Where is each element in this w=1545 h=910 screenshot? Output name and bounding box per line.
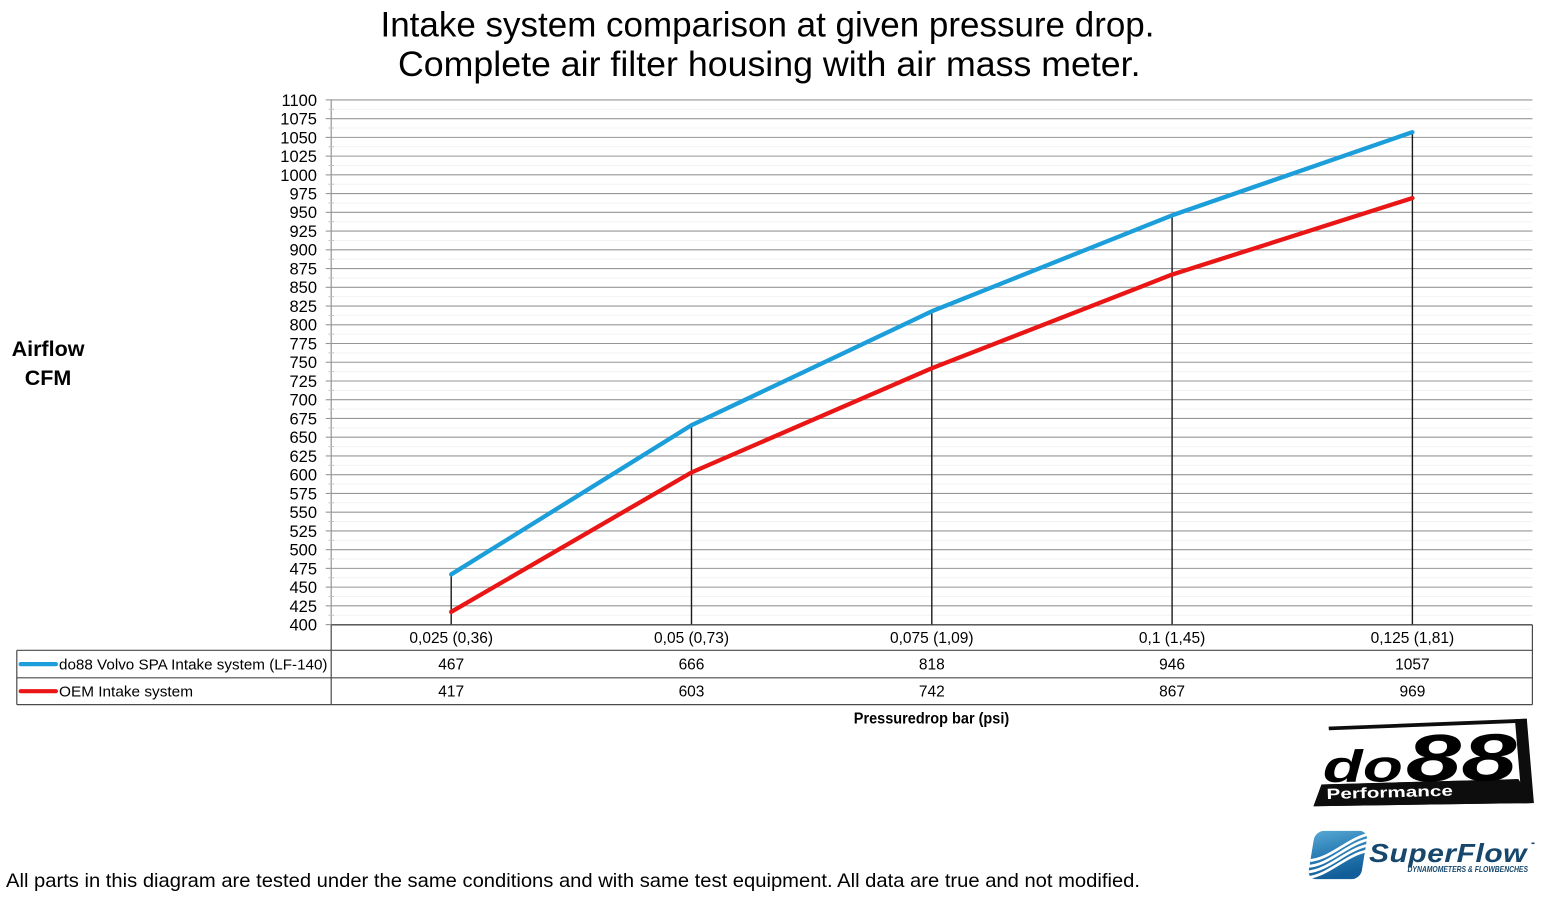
svg-text:625: 625 (289, 448, 317, 466)
svg-text:725: 725 (289, 373, 317, 391)
svg-text:0,05 (0,73): 0,05 (0,73) (654, 630, 729, 647)
svg-text:700: 700 (289, 392, 317, 410)
svg-text:Pressuredrop bar (psi): Pressuredrop bar (psi) (854, 710, 1009, 727)
svg-text:SuperFlow: SuperFlow (1369, 838, 1528, 868)
svg-text:417: 417 (438, 684, 464, 701)
svg-text:425: 425 (289, 598, 317, 616)
svg-text:500: 500 (289, 542, 317, 560)
svg-text:All parts in this diagram are: All parts in this diagram are tested und… (6, 870, 1140, 892)
svg-text:Performance: Performance (1326, 784, 1453, 803)
svg-text:800: 800 (289, 317, 317, 335)
svg-text:600: 600 (289, 467, 317, 485)
svg-text:867: 867 (1159, 684, 1185, 701)
svg-text:0,025 (0,36): 0,025 (0,36) (409, 630, 493, 647)
svg-text:900: 900 (289, 242, 317, 260)
svg-text:88: 88 (1405, 720, 1518, 796)
svg-text:467: 467 (438, 657, 464, 674)
svg-text:825: 825 (289, 298, 317, 316)
svg-text:do88 Volvo SPA Intake system (: do88 Volvo SPA Intake system (LF-140) (59, 656, 328, 673)
svg-text:0,1 (1,45): 0,1 (1,45) (1139, 630, 1205, 647)
svg-text:1057: 1057 (1395, 657, 1429, 674)
svg-text:603: 603 (679, 684, 705, 701)
svg-text:1050: 1050 (280, 129, 317, 147)
svg-text:400: 400 (289, 617, 317, 635)
svg-text:650: 650 (289, 429, 317, 447)
svg-text:Intake system comparison at gi: Intake system comparison at given pressu… (381, 4, 1155, 44)
svg-text:0,125 (1,81): 0,125 (1,81) (1371, 630, 1455, 647)
svg-text:OEM Intake system: OEM Intake system (59, 684, 193, 701)
svg-text:750: 750 (289, 354, 317, 372)
svg-text:575: 575 (289, 485, 317, 503)
svg-text:Airflow: Airflow (12, 337, 85, 361)
svg-text:875: 875 (289, 260, 317, 278)
svg-text:do: do (1323, 740, 1404, 792)
svg-text:1025: 1025 (280, 148, 317, 166)
svg-text:1000: 1000 (280, 167, 317, 185)
svg-text:975: 975 (289, 186, 317, 204)
svg-text:DYNAMOMETERS & FLOWBENCHES: DYNAMOMETERS & FLOWBENCHES (1408, 864, 1529, 874)
svg-text:525: 525 (289, 523, 317, 541)
svg-text:850: 850 (289, 279, 317, 297)
svg-text:818: 818 (919, 657, 945, 674)
svg-text:0,075 (1,09): 0,075 (1,09) (890, 630, 974, 647)
svg-text:946: 946 (1159, 657, 1185, 674)
svg-text:1100: 1100 (282, 92, 317, 110)
svg-text:969: 969 (1399, 684, 1425, 701)
svg-text:775: 775 (289, 335, 317, 353)
svg-text:1075: 1075 (280, 111, 317, 129)
svg-text:550: 550 (289, 504, 317, 522)
svg-text:450: 450 (289, 579, 317, 597)
svg-text:925: 925 (289, 223, 317, 241)
svg-text:742: 742 (919, 684, 945, 701)
svg-text:950: 950 (289, 204, 317, 222)
svg-text:675: 675 (289, 410, 317, 428)
svg-text:Complete air filter housing wi: Complete air filter housing with air mas… (398, 44, 1141, 84)
svg-text:475: 475 (289, 560, 317, 578)
svg-text:CFM: CFM (25, 366, 72, 390)
svg-text:666: 666 (679, 657, 705, 674)
